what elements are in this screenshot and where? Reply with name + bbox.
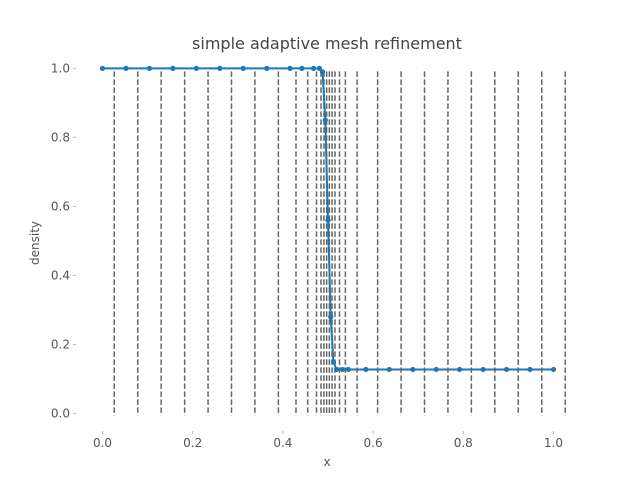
data-point xyxy=(457,366,463,373)
data-point xyxy=(330,359,337,365)
data-point xyxy=(527,366,533,373)
data-point xyxy=(386,366,392,373)
y-tick-label: 0.4 xyxy=(51,269,70,283)
y-tick-label: 0.8 xyxy=(51,130,70,144)
y-tick-label: 0.6 xyxy=(51,199,70,213)
y-axis-ticks: 0.0 0.2 0.4 0.6 0.8 1.0 xyxy=(51,61,76,421)
x-axis-label: x xyxy=(323,455,330,469)
y-tick-label: 0.2 xyxy=(51,338,70,352)
data-point xyxy=(240,65,246,71)
data-point xyxy=(550,366,557,373)
x-tick-label: 0.4 xyxy=(273,436,292,450)
data-point xyxy=(333,366,340,373)
data-point xyxy=(433,366,439,373)
data-point xyxy=(217,65,223,71)
data-point xyxy=(503,366,510,373)
y-axis-label: density xyxy=(28,221,42,265)
data-point xyxy=(325,217,331,223)
x-tick-label: 0.8 xyxy=(454,436,473,450)
mesh-cell-boundaries xyxy=(113,71,566,416)
data-point xyxy=(480,366,486,373)
data-point xyxy=(319,69,326,75)
y-tick-label: 0.0 xyxy=(51,407,70,421)
x-tick-label: 1.0 xyxy=(544,436,563,450)
data-point xyxy=(339,366,346,373)
data-point xyxy=(170,65,176,71)
density-series xyxy=(99,65,557,373)
data-point xyxy=(410,366,416,373)
data-point xyxy=(99,65,106,71)
data-point xyxy=(363,366,369,373)
data-point xyxy=(299,65,305,71)
x-tick-label: 0.2 xyxy=(183,436,202,450)
data-point xyxy=(328,314,334,320)
data-point xyxy=(322,117,328,123)
x-axis-ticks: 0.0 0.2 0.4 0.6 0.8 1.0 xyxy=(93,431,563,450)
chart-title: simple adaptive mesh refinement xyxy=(192,34,462,53)
data-point xyxy=(264,65,270,71)
data-point xyxy=(287,65,293,71)
data-point xyxy=(310,65,317,71)
data-point xyxy=(345,366,351,373)
data-point xyxy=(123,65,129,71)
data-point xyxy=(316,65,323,71)
y-tick-label: 1.0 xyxy=(51,61,70,75)
data-point xyxy=(193,65,199,71)
data-point xyxy=(146,65,153,71)
x-tick-label: 0.0 xyxy=(93,436,112,450)
x-tick-label: 0.6 xyxy=(364,436,383,450)
